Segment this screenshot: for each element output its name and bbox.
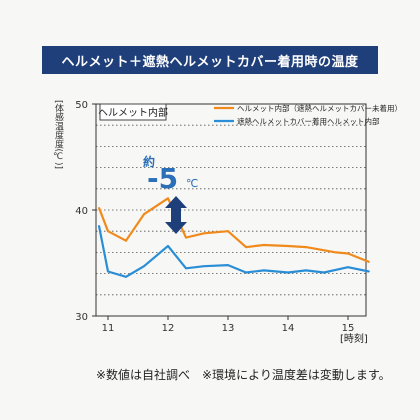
data-point (167, 197, 169, 200)
data-point (227, 230, 229, 233)
y-tick-label: 50 (75, 100, 88, 111)
x-tick-label: 15 (342, 323, 355, 334)
data-point (263, 269, 265, 272)
data-point (245, 246, 247, 249)
chart-title: ヘルメット＋遮熱ヘルメットカバー着用時の温度 (61, 54, 359, 70)
double-arrow-icon (165, 196, 187, 234)
y-tick-label: 40 (75, 206, 88, 217)
chart-subtitle-box (99, 103, 167, 121)
data-point (347, 252, 349, 255)
data-point (203, 232, 205, 235)
data-point (107, 270, 109, 273)
data-point (368, 261, 370, 263)
legend-label-uncovered: ヘルメット内部（遮熱ヘルメットカバー未着用） (237, 103, 402, 113)
chart-subtitle: ヘルメット内部 (98, 106, 168, 119)
data-point (98, 206, 100, 209)
data-point (125, 239, 127, 242)
data-point (125, 275, 127, 278)
legend-label-covered: 遮熱ヘルメットカバー着用ヘルメット内部 (237, 116, 380, 126)
x-tick-label: 13 (222, 323, 235, 334)
x-tick-label: 12 (162, 323, 175, 334)
data-point (143, 265, 145, 268)
data-point (227, 264, 229, 267)
data-point (368, 270, 370, 273)
data-point (287, 271, 289, 274)
data-point (263, 244, 265, 246)
x-tick-label: 14 (282, 323, 295, 334)
data-point (98, 225, 100, 227)
data-point (305, 269, 307, 272)
data-point (323, 271, 325, 274)
data-point (185, 267, 187, 270)
y-axis-label: [体感温度度(℃)] (53, 100, 64, 169)
legend: ヘルメット内部（遮熱ヘルメットカバー未着用） 遮熱ヘルメットカバー着用ヘルメット… (214, 103, 402, 126)
data-point (107, 230, 109, 233)
data-point (305, 246, 307, 249)
annotation-unit: ℃ (186, 177, 198, 190)
data-point (347, 266, 349, 269)
y-tick-label: 30 (75, 312, 88, 323)
x-axis-label: [時刻] (340, 332, 368, 345)
data-point (143, 213, 145, 216)
temperature-drop-annotation: 約 -5 ℃ (143, 154, 198, 234)
annotation-value: -5 (147, 162, 178, 195)
data-point (245, 271, 247, 274)
data-point (335, 251, 337, 254)
x-tick-label: 11 (102, 323, 115, 334)
data-point (185, 236, 187, 239)
annotation-prefix: 約 (143, 154, 155, 169)
data-point (167, 245, 169, 247)
data-point (203, 265, 205, 268)
data-point (287, 245, 289, 247)
chart-title-bar: ヘルメット＋遮熱ヘルメットカバー着用時の温度 (42, 46, 378, 74)
footnote: ※数値は自社調べ ※環境により温度差は変動します。 (96, 368, 391, 382)
